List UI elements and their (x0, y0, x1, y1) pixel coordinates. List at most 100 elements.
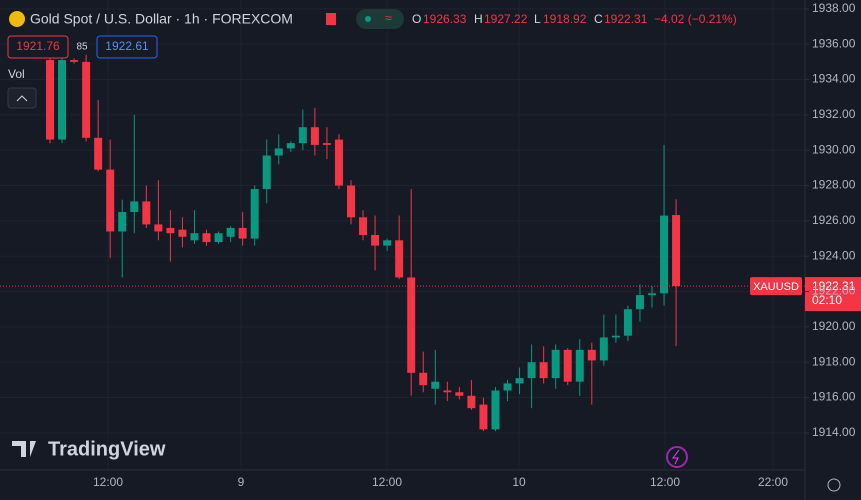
y-tick-label: 1926.00 (812, 213, 856, 227)
candle-body (587, 349, 596, 361)
candle-body (130, 201, 139, 213)
candle-body (238, 227, 247, 239)
y-tick-label: 1936.00 (812, 36, 856, 50)
candle-body (660, 215, 669, 294)
candle-body (190, 233, 199, 241)
close-value: 1922.31 (604, 12, 648, 26)
candle-body (154, 224, 163, 232)
c-label: C (594, 12, 603, 26)
symbol-label: XAUUSD (753, 281, 799, 293)
candle-body (503, 383, 512, 391)
price-tag (805, 277, 861, 312)
candle-body (118, 212, 127, 232)
status-pill[interactable] (356, 9, 404, 29)
y-tick-label: 1922.00 (812, 284, 856, 298)
symbol-tag (750, 277, 802, 296)
candle-body (178, 229, 187, 237)
logo-mark (12, 441, 36, 457)
candle-body (359, 217, 368, 235)
candle-body (334, 139, 343, 186)
symbol-icon (9, 11, 25, 27)
candle-body (322, 143, 331, 145)
candle-body (407, 277, 416, 373)
candle-body (455, 392, 464, 396)
candle-body (106, 169, 115, 232)
candle-body (515, 378, 524, 384)
candle-body (599, 337, 608, 361)
candle-body (419, 372, 428, 386)
x-tick-label: 12:00 (93, 475, 123, 489)
candle-body (142, 201, 151, 225)
x-tick-label: 9 (238, 475, 245, 489)
candle-body (648, 293, 656, 296)
candle-body (467, 395, 476, 409)
y-tick-label: 1918.00 (812, 354, 856, 368)
candle-body (443, 390, 452, 393)
candle-body (611, 335, 620, 338)
buy-price: 1922.61 (105, 39, 149, 53)
candle-body (491, 390, 500, 430)
y-tick-label: 1932.00 (812, 107, 856, 121)
candle-body (383, 240, 392, 246)
x-tick-label: 22:00 (758, 475, 788, 489)
flag-icon[interactable] (326, 13, 336, 25)
candle-body (431, 381, 440, 389)
candle-body (672, 215, 681, 287)
candle-body (371, 235, 380, 246)
candle-body (202, 233, 211, 243)
candle-body (635, 295, 644, 310)
low-value: 1918.92 (543, 12, 587, 26)
candle-body (274, 148, 283, 156)
candle-body (58, 60, 67, 140)
y-tick-label: 1924.00 (812, 248, 856, 262)
candle-body (563, 349, 572, 382)
chart-title: Gold Spot / U.S. Dollar · 1h · FOREXCOM (30, 11, 293, 27)
sell-price: 1921.76 (16, 39, 60, 53)
high-value: 1927.22 (484, 12, 528, 26)
candle-body (539, 362, 548, 379)
events-icon[interactable] (666, 446, 688, 468)
candle-body (298, 127, 307, 144)
collapse-button[interactable] (7, 87, 37, 109)
candle-body (395, 240, 404, 278)
y-tick-label: 1930.00 (812, 142, 856, 156)
settings-icon[interactable] (827, 478, 841, 492)
sell-button[interactable] (7, 35, 69, 59)
candle-body (527, 362, 536, 379)
buy-button[interactable] (96, 35, 158, 59)
candle-body (623, 309, 632, 336)
candle-body (226, 227, 235, 237)
candle-body (70, 60, 79, 62)
candle-body (250, 189, 259, 239)
volume-label: Vol (8, 67, 25, 81)
candle-body (310, 127, 319, 145)
x-tick-label: 12:00 (372, 475, 402, 489)
events-bolt (672, 449, 680, 465)
y-tick-label: 1916.00 (812, 390, 856, 404)
candle-body (479, 404, 488, 430)
l-label: L (534, 12, 541, 26)
candle-body (286, 143, 295, 149)
spread: 85 (76, 42, 88, 53)
y-tick-label: 1938.00 (812, 1, 856, 15)
watermark: TradingView (48, 438, 166, 460)
candle-body (82, 61, 91, 138)
candle-body (214, 233, 223, 243)
status-dot (365, 16, 371, 22)
collapse-icon (16, 95, 28, 102)
y-tick-label: 1914.00 (812, 425, 856, 439)
candle-body (347, 185, 355, 218)
o-label: O (412, 12, 421, 26)
y-tick-label: 1934.00 (812, 72, 856, 86)
x-tick-label: 12:00 (650, 475, 680, 489)
price-label: 1922.31 (812, 279, 856, 293)
y-tick-label: 1928.00 (812, 178, 856, 192)
h-label: H (474, 12, 483, 26)
y-tick-label: 1920.00 (812, 319, 856, 333)
candle-body (262, 155, 271, 190)
candle-body (575, 349, 584, 382)
open-value: 1926.33 (423, 12, 467, 26)
candle-body (94, 137, 103, 170)
